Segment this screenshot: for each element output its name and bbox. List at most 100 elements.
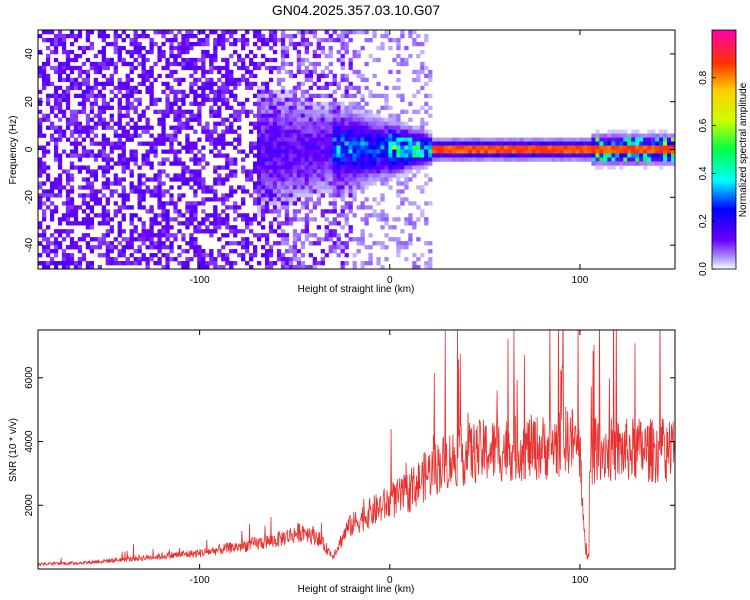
heatmap-cell bbox=[416, 137, 421, 142]
heatmap-cell bbox=[304, 69, 310, 75]
heatmap-cell bbox=[233, 209, 238, 214]
heatmap-cell bbox=[483, 153, 489, 158]
heatmap-cell bbox=[348, 141, 353, 146]
heatmap-cell bbox=[256, 149, 262, 154]
heatmap-cell bbox=[380, 149, 385, 154]
heatmap-cell bbox=[197, 85, 202, 91]
heatmap-cell bbox=[256, 141, 262, 146]
heatmap-cell bbox=[352, 185, 357, 190]
heatmap-cell bbox=[161, 265, 166, 269]
heatmap-cell bbox=[264, 265, 270, 269]
heatmap-cell bbox=[316, 157, 321, 162]
heatmap-cell bbox=[117, 33, 122, 39]
heatmap-cell bbox=[117, 45, 122, 51]
heatmap-cell bbox=[197, 161, 202, 166]
heatmap-cell bbox=[328, 237, 333, 242]
heatmap-cell bbox=[408, 125, 413, 130]
heatmap-cell bbox=[288, 121, 294, 126]
heatmap-cell bbox=[424, 173, 429, 178]
heatmap-cell bbox=[185, 37, 190, 43]
heatmap-cell bbox=[57, 93, 63, 99]
heatmap-cell bbox=[260, 145, 266, 150]
heatmap-cell bbox=[245, 69, 250, 75]
colorbar-frame bbox=[711, 29, 737, 270]
heatmap-cell bbox=[177, 81, 182, 87]
heatmap-cell bbox=[284, 241, 290, 246]
heatmap-cell bbox=[308, 105, 314, 110]
heatmap-cell bbox=[308, 157, 314, 162]
heatmap-cell bbox=[169, 89, 174, 95]
heatmap-cell bbox=[177, 125, 182, 130]
heatmap-cell bbox=[53, 129, 59, 134]
heatmap-cell bbox=[97, 197, 102, 202]
heatmap-cell bbox=[157, 181, 162, 186]
heatmap-cell bbox=[284, 109, 290, 114]
heatmap-cell bbox=[121, 93, 126, 99]
heatmap-cell bbox=[364, 149, 369, 154]
heatmap-cell bbox=[340, 113, 345, 118]
heatmap-cell bbox=[284, 105, 290, 110]
heatmap-cell bbox=[392, 149, 397, 154]
heatmap-cell bbox=[296, 57, 302, 63]
heatmap-cell bbox=[372, 33, 377, 39]
heatmap-cell bbox=[643, 133, 648, 138]
heatmap-cell bbox=[53, 105, 59, 110]
heatmap-cell bbox=[260, 121, 266, 126]
heatmap-cell bbox=[38, 117, 43, 122]
heatmap-cell bbox=[256, 185, 262, 190]
heatmap-cell bbox=[304, 121, 310, 126]
heatmap-cell bbox=[237, 57, 242, 63]
heatmap-cell bbox=[113, 129, 118, 134]
heatmap-cell bbox=[149, 253, 154, 258]
heatmap-cell bbox=[304, 225, 310, 230]
snr-ylabel: SNR (10 * v/v) bbox=[8, 418, 19, 482]
heatmap-cell bbox=[193, 201, 198, 206]
heatmap-cell bbox=[340, 109, 345, 114]
heatmap-cell bbox=[671, 149, 675, 154]
heatmap-cell bbox=[320, 193, 325, 198]
heatmap-cell bbox=[400, 157, 405, 162]
heatmap-cell bbox=[121, 245, 126, 250]
heatmap-cell bbox=[268, 197, 274, 202]
heatmap-cell bbox=[181, 49, 186, 55]
heatmap-cell bbox=[312, 113, 317, 118]
heatmap-cell bbox=[272, 141, 278, 146]
heatmap-cell bbox=[45, 225, 51, 230]
heatmap-cell bbox=[292, 253, 298, 258]
heatmap-cell bbox=[260, 161, 266, 166]
heatmap-cell bbox=[332, 173, 337, 178]
heatmap-cell bbox=[69, 65, 75, 71]
heatmap-cell bbox=[276, 249, 282, 254]
heatmap-cell bbox=[256, 89, 262, 95]
heatmap-cell bbox=[249, 57, 254, 63]
heatmap-cell bbox=[165, 73, 170, 79]
heatmap-cell bbox=[193, 153, 198, 158]
heatmap-cell bbox=[312, 125, 317, 130]
heatmap-cell bbox=[121, 113, 126, 118]
heatmap-cell bbox=[360, 161, 365, 166]
heatmap-cell bbox=[181, 33, 186, 39]
heatmap-cell bbox=[619, 157, 624, 162]
heatmap-cell bbox=[627, 137, 632, 142]
heatmap-cell bbox=[611, 149, 616, 154]
heatmap-cell bbox=[61, 49, 67, 55]
heatmap-cell bbox=[499, 149, 505, 154]
heatmap-cell bbox=[189, 33, 194, 39]
heatmap-cell bbox=[249, 145, 254, 150]
heatmap-cell bbox=[101, 85, 106, 91]
heatmap-cell bbox=[73, 213, 79, 218]
heatmap-cell bbox=[404, 137, 409, 142]
heatmap-cell bbox=[340, 30, 345, 35]
heatmap-cell bbox=[615, 141, 620, 146]
heatmap-cell bbox=[157, 161, 162, 166]
heatmap-cell bbox=[221, 85, 226, 91]
heatmap-cell bbox=[336, 237, 341, 242]
heatmap-cell bbox=[352, 149, 357, 154]
heatmap-cell bbox=[412, 265, 417, 269]
heatmap-cell bbox=[181, 161, 186, 166]
heatmap-cell bbox=[157, 173, 162, 178]
heatmap-cell bbox=[352, 145, 357, 150]
heatmap-cell bbox=[332, 145, 337, 150]
heatmap-cell bbox=[272, 37, 278, 43]
heatmap-cell bbox=[252, 145, 258, 150]
